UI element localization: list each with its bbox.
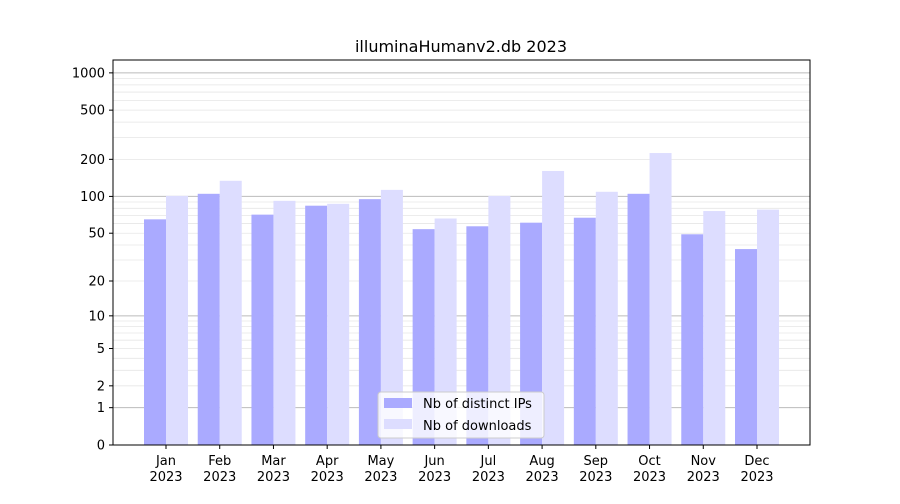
bar-distinct-ips-2 <box>251 214 274 445</box>
bar-downloads-4 <box>380 189 403 445</box>
bar-distinct-ips-1 <box>197 193 220 445</box>
x-tick-label: Mar 2023 <box>257 454 290 485</box>
y-tick-label: 50 <box>88 227 105 242</box>
y-tick-label: 5 <box>97 342 105 357</box>
legend-box <box>377 391 545 439</box>
bar-distinct-ips-0 <box>144 219 166 445</box>
bar-downloads-5 <box>434 218 457 445</box>
bar-downloads-1 <box>219 180 242 445</box>
legend-swatch-downloads <box>384 419 412 429</box>
legend-label-downloads: Nb of downloads <box>423 419 532 434</box>
y-tick-label: 10 <box>88 309 105 324</box>
bar-downloads-7 <box>542 170 565 445</box>
bar-distinct-ips-9 <box>627 193 650 445</box>
bar-downloads-9 <box>649 153 672 445</box>
x-tick-label: Jan 2023 <box>149 454 182 485</box>
bar-distinct-ips-10 <box>681 234 704 445</box>
legend: Nb of distinct IPs Nb of downloads <box>377 391 545 439</box>
x-tick-label: Sep 2023 <box>579 454 612 485</box>
bar-downloads-2 <box>273 200 296 445</box>
x-tick-label: Feb 2023 <box>203 454 236 485</box>
y-tick-label: 2 <box>97 379 105 394</box>
y-tick-label: 1000 <box>72 66 105 81</box>
legend-swatch-ips <box>384 398 412 408</box>
x-tick-label: Jul 2023 <box>472 454 505 485</box>
x-tick-label: Apr 2023 <box>311 454 344 485</box>
y-tick-label: 100 <box>80 190 105 205</box>
bar-distinct-ips-3 <box>305 205 328 445</box>
bar-distinct-ips-6 <box>466 226 489 445</box>
y-tick-label: 0 <box>97 439 105 454</box>
bar-downloads-0 <box>166 195 188 445</box>
x-tick-label: Dec 2023 <box>740 454 773 485</box>
bar-distinct-ips-11 <box>735 249 757 445</box>
y-tick-label: 500 <box>80 104 105 119</box>
bar-downloads-10 <box>703 211 726 445</box>
bar-distinct-ips-5 <box>412 229 435 445</box>
x-tick-label: Jun 2023 <box>418 454 451 485</box>
bar-distinct-ips-7 <box>520 222 543 445</box>
x-tick-label: May 2023 <box>364 454 397 485</box>
y-tick-label: 200 <box>80 153 105 168</box>
bar-distinct-ips-8 <box>573 217 596 445</box>
plot-frame <box>112 59 811 446</box>
x-tick-label: Nov 2023 <box>687 454 720 485</box>
bar-downloads-6 <box>488 195 511 445</box>
x-tick-label: Aug 2023 <box>526 454 559 485</box>
bar-distinct-ips-4 <box>358 199 381 445</box>
chart-title: illuminaHumanv2.db 2023 <box>355 37 567 56</box>
legend-label-ips: Nb of distinct IPs <box>423 397 532 412</box>
bar-downloads-11 <box>757 209 779 445</box>
bar-downloads-3 <box>327 203 350 445</box>
bar-downloads-8 <box>595 191 618 445</box>
y-tick-label: 20 <box>88 275 105 290</box>
y-tick-label: 1 <box>97 401 105 416</box>
x-tick-label: Oct 2023 <box>633 454 666 485</box>
